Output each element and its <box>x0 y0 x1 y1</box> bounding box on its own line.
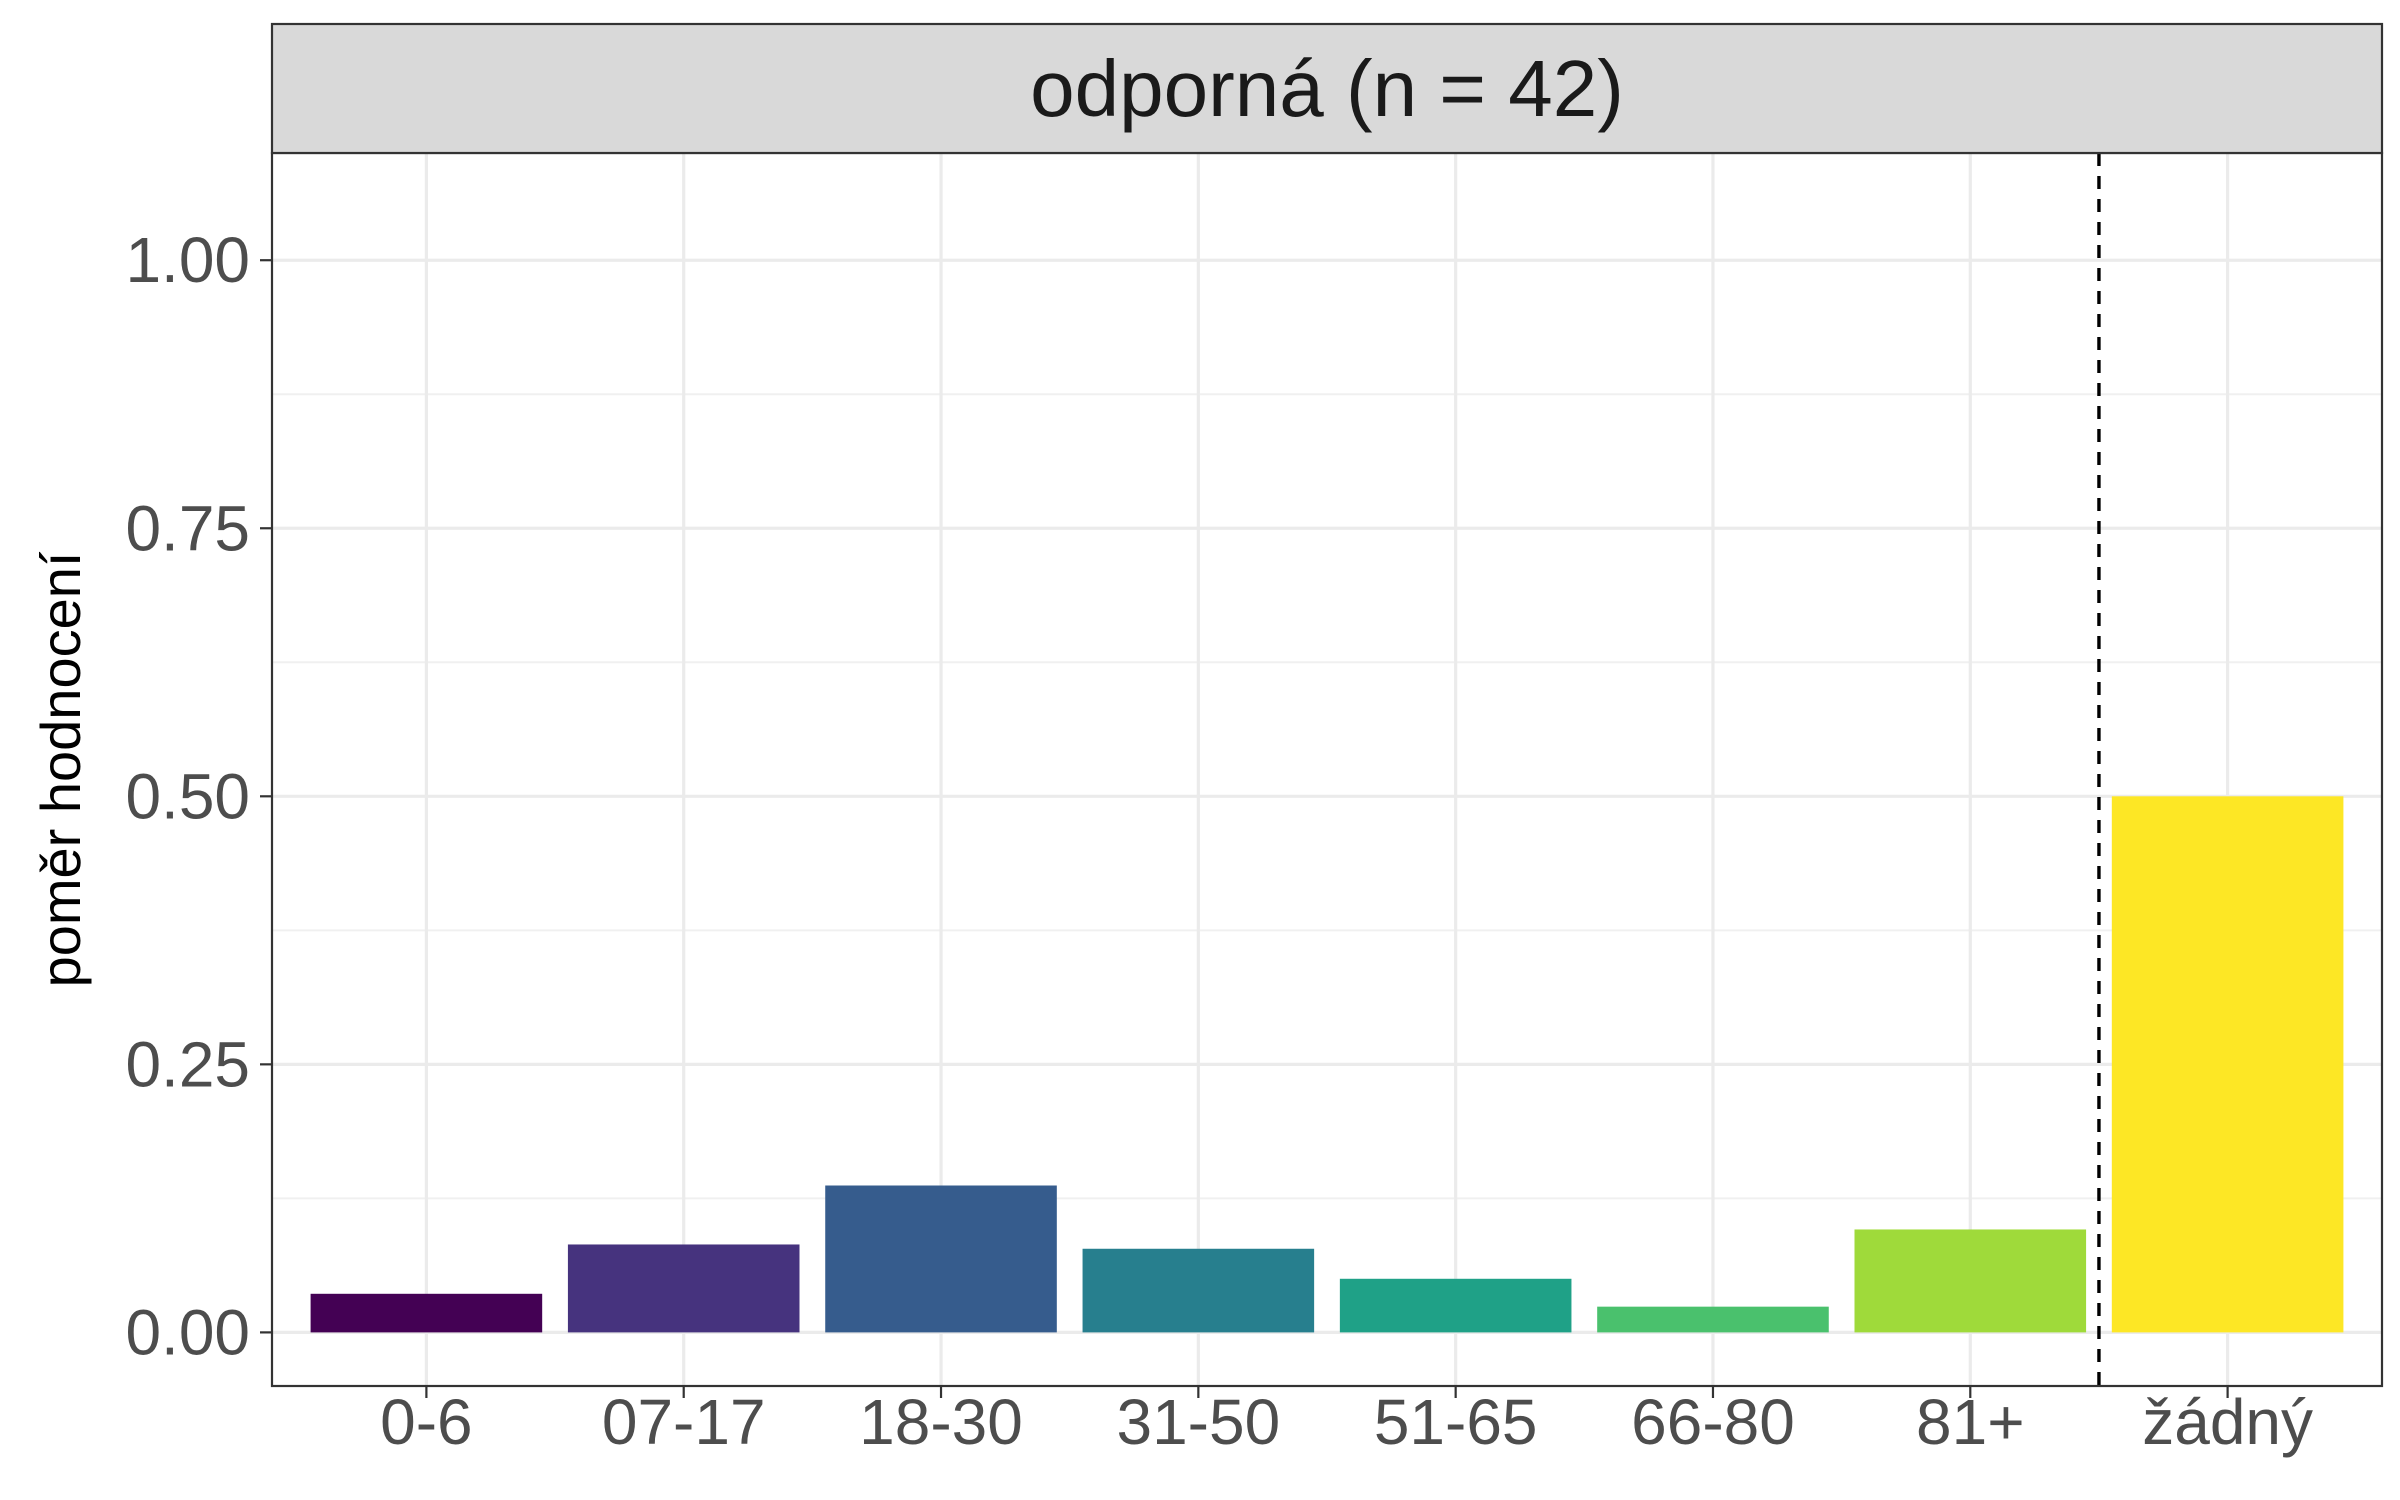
x-axis: 0-6 07-17 18-30 31-50 51-65 66-80 81+ žádný <box>380 1386 2313 1458</box>
bar-81+ <box>1854 1229 2087 1333</box>
y-tick-label: 0.75 <box>125 492 250 564</box>
facet-title: odporná (n = 42) <box>1030 44 1624 133</box>
grid-major <box>272 153 2382 1386</box>
x-tick-label: 81+ <box>1916 1386 2025 1458</box>
y-tick-label: 1.00 <box>125 224 250 296</box>
x-tick-label: žádný <box>2142 1386 2313 1458</box>
x-tick-label: 07-17 <box>602 1386 766 1458</box>
bar-51-65 <box>1339 1278 1572 1333</box>
bar-18-30 <box>825 1185 1057 1333</box>
y-tick-label: 0.25 <box>125 1028 250 1100</box>
x-tick-label: 66-80 <box>1631 1386 1795 1458</box>
bar-31-50 <box>1082 1248 1315 1333</box>
facet-strip: odporná (n = 42) <box>270 22 2384 155</box>
x-tick-label: 18-30 <box>859 1386 1023 1458</box>
y-tick-label: 0.00 <box>125 1296 250 1368</box>
facet-strip-background <box>270 22 2384 155</box>
y-tick-label: 0.50 <box>125 760 250 832</box>
bar-0-6 <box>310 1293 543 1333</box>
bars <box>310 796 2344 1333</box>
bar-žádný <box>2111 796 2344 1333</box>
bar-66-80 <box>1597 1306 1829 1333</box>
x-tick-label: 51-65 <box>1374 1386 1538 1458</box>
x-tick-label: 31-50 <box>1116 1386 1280 1458</box>
y-axis: 0.00 0.25 0.50 0.75 1.00 <box>125 224 272 1368</box>
y-axis-title: poměr hodnocení <box>29 551 92 987</box>
bar-07-17 <box>567 1244 800 1333</box>
grid-minor <box>272 393 2382 1200</box>
x-tick-label: 0-6 <box>380 1386 473 1458</box>
